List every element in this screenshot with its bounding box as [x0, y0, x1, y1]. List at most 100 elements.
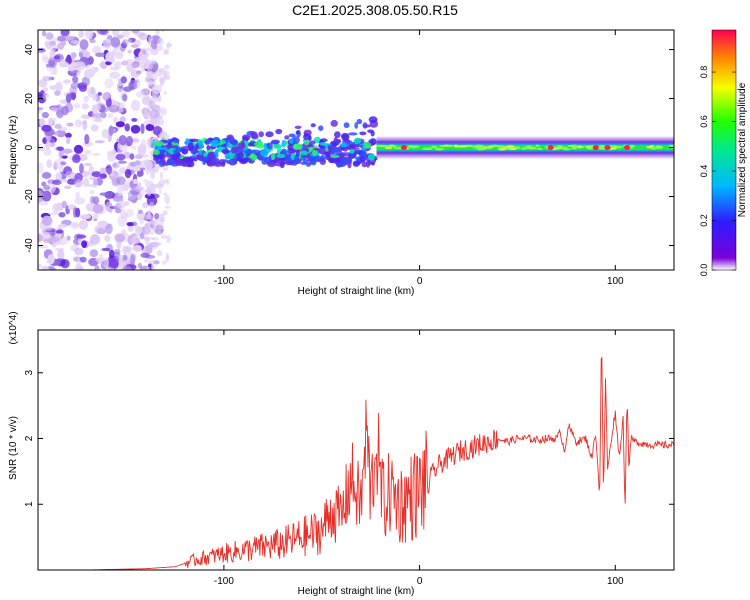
noise-blob	[149, 61, 153, 70]
noise-blob	[130, 44, 139, 48]
noise-blob	[65, 93, 72, 104]
signal-blob	[226, 134, 234, 140]
noise-blob	[92, 96, 98, 101]
noise-blob	[144, 236, 150, 241]
noise-blob	[42, 92, 50, 101]
noise-blob	[41, 172, 52, 179]
noise-blob	[166, 178, 170, 186]
noise-blob	[166, 235, 171, 243]
noise-blob	[89, 39, 96, 44]
noise-blob	[144, 96, 151, 102]
x-tick-label: -100	[214, 276, 234, 287]
noise-blob	[61, 200, 67, 209]
signal-blob	[367, 153, 376, 161]
noise-blob	[41, 111, 49, 119]
noise-blob	[127, 49, 132, 54]
noise-blob	[124, 123, 131, 132]
noise-blob	[149, 193, 160, 199]
noise-blob	[81, 103, 89, 110]
spectrogram-panel: -100 0 100 -40 -20 0 20 40 Height of straight …	[8, 29, 675, 297]
x-tick-label: 100	[607, 276, 624, 287]
signal-blob	[330, 146, 339, 154]
signal-blob	[250, 131, 258, 139]
noise-blob	[99, 173, 107, 179]
noise-blob	[81, 240, 88, 248]
noise-blob	[111, 162, 120, 169]
noise-blob	[135, 154, 144, 159]
noise-blob	[124, 168, 132, 179]
snr-y-multiplier: (x10^4)	[8, 311, 19, 344]
noise-blob	[92, 152, 101, 157]
spectrogram-y-axis: -40 -20 0 20 40	[24, 44, 674, 253]
band-peak	[624, 145, 631, 151]
noise-blob	[164, 50, 168, 55]
noise-blob	[130, 79, 139, 84]
band-highlight	[520, 147, 527, 150]
band-highlight	[497, 145, 505, 148]
signal-blob	[354, 137, 362, 144]
noise-blob	[114, 51, 124, 60]
noise-blob	[150, 263, 155, 270]
noise-blob	[142, 154, 150, 158]
band-highlight	[562, 148, 571, 151]
noise-blob	[81, 114, 91, 120]
noise-blob	[149, 48, 159, 56]
noise-blob	[43, 148, 52, 156]
noise-blob	[143, 214, 148, 222]
signal-blob	[254, 141, 264, 147]
noise-blob	[38, 147, 46, 152]
noise-blob	[164, 205, 171, 209]
noise-blob	[161, 30, 165, 33]
noise-blob	[42, 75, 53, 82]
noise-blob	[150, 39, 158, 50]
noise-blob	[143, 158, 151, 165]
signal-blob	[218, 145, 222, 152]
noise-blob	[41, 181, 47, 187]
noise-blob	[41, 124, 52, 132]
noise-blob	[38, 245, 49, 249]
band-peak	[400, 145, 407, 151]
noise-blob	[111, 105, 118, 110]
noise-blob	[75, 191, 80, 200]
signal-blob	[319, 138, 328, 143]
noise-blob	[74, 119, 83, 128]
noise-blob	[51, 203, 61, 214]
noise-blob	[55, 172, 63, 181]
signal-blob	[354, 122, 359, 129]
signal-blob	[242, 134, 251, 141]
noise-blob	[158, 215, 163, 223]
noise-blob	[140, 123, 145, 135]
colorbar-tick-label: 0.6	[699, 115, 709, 128]
noise-blob	[142, 202, 149, 209]
noise-blob	[114, 203, 122, 210]
signal-blob	[310, 140, 316, 145]
signal-blob	[287, 150, 296, 154]
noise-blob	[158, 188, 162, 195]
band-highlight	[393, 146, 404, 150]
noise-blob	[84, 68, 95, 79]
noise-blob	[119, 116, 126, 123]
band-highlight	[571, 146, 578, 150]
noise-blob	[115, 121, 125, 128]
signal-blob	[368, 116, 378, 123]
y-tick-label: -40	[24, 238, 35, 253]
noise-blob	[131, 117, 138, 122]
noise-blob	[49, 117, 58, 122]
signal-blob	[266, 161, 277, 168]
signal-blob	[275, 128, 283, 135]
noise-blob	[153, 260, 160, 265]
snr-y-axis: 1 2 3	[24, 370, 674, 507]
noise-blob	[104, 78, 114, 89]
noise-blob	[101, 128, 110, 139]
signal-blob	[328, 157, 335, 164]
noise-blob	[163, 70, 170, 78]
signal-blob	[289, 160, 293, 166]
noise-blob	[92, 45, 102, 55]
noise-blob	[78, 84, 87, 92]
signal-blob	[361, 161, 368, 168]
noise-blob	[130, 145, 137, 150]
noise-blob	[94, 140, 105, 144]
noise-blob	[112, 30, 120, 38]
noise-blob	[122, 245, 127, 255]
